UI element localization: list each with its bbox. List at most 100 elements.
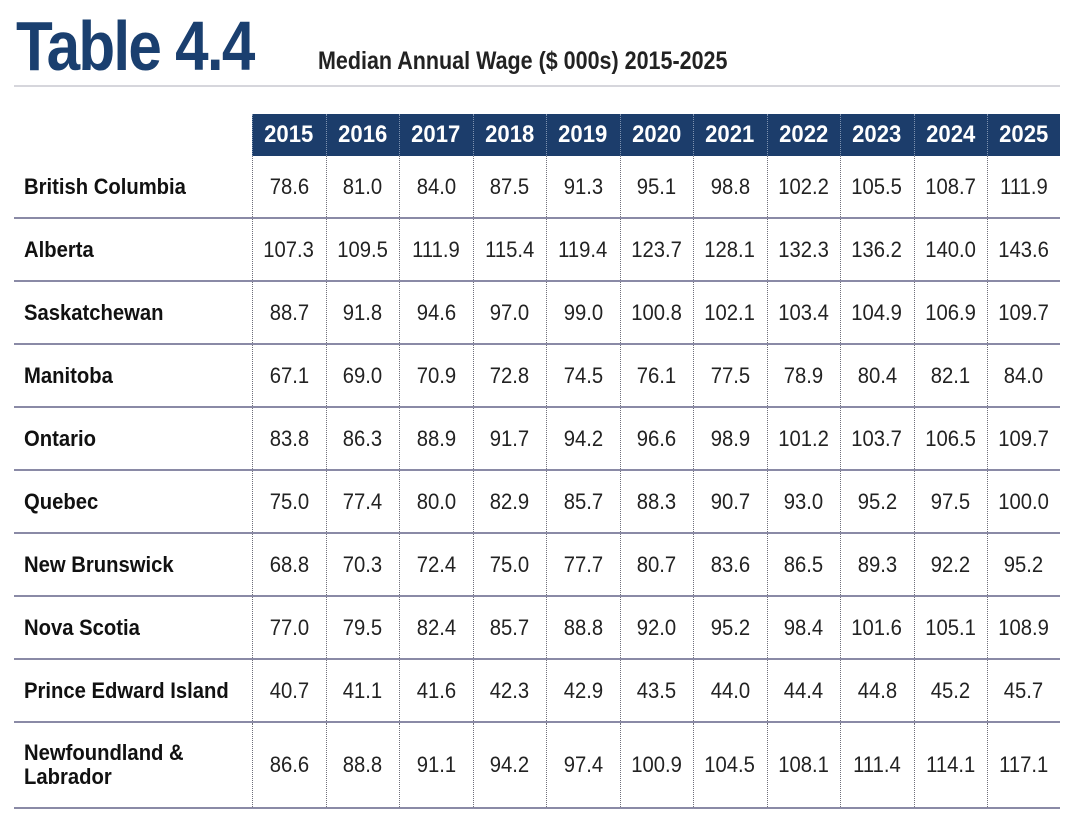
wage-value: 102.2 [778,173,829,199]
year-label: 2018 [484,121,535,148]
value-cell: 123.7 [619,218,693,282]
province-cell: Newfoundland & Labrador [14,722,252,809]
value-cell: 93.0 [766,470,840,534]
value-cell: 84.0 [398,156,473,219]
value-cell: 90.7 [692,470,767,534]
value-cell: 79.5 [325,596,399,660]
value-cell: 44.8 [839,659,914,723]
value-cell: 86.3 [325,407,399,471]
value-cell: 44.0 [692,659,767,723]
value-cell: 97.0 [472,281,546,345]
table-row: Manitoba 67.1 69.0 70.9 72.8 74.5 76.1 77.5 78.9… [14,344,1060,408]
wage-value: 85.7 [489,614,530,640]
wage-value: 74.5 [563,362,603,388]
wage-value: 100.9 [631,752,682,777]
wage-value: 77.5 [710,362,750,388]
wage-value: 80.4 [857,362,897,388]
province-cell: Manitoba [14,344,252,408]
value-cell: 95.2 [986,533,1060,597]
wage-value: 83.8 [269,425,309,451]
table-row: Newfoundland & Labrador 86.6 88.8 91.1 94.2 9… [14,722,1060,809]
year-label: 2015 [264,121,314,148]
year-header-cell: 2019 [545,114,620,156]
wage-value: 86.3 [342,425,383,451]
wage-value: 108.1 [778,752,829,777]
wage-value: 88.8 [342,752,383,777]
year-label: 2023 [852,121,902,148]
province-cell: British Columbia [14,156,252,219]
table-subtitle: Median Annual Wage ($ 000s) 2015-2025 [318,47,728,75]
wage-value: 95.2 [710,614,750,640]
wage-value: 91.8 [342,299,383,325]
value-cell: 45.7 [986,659,1060,723]
wage-value: 45.2 [930,677,971,703]
value-cell: 80.0 [398,470,473,534]
wage-value: 84.0 [416,173,456,199]
wage-value: 77.7 [563,551,603,577]
value-cell: 100.0 [986,470,1060,534]
value-cell: 69.0 [325,344,399,408]
value-cell: 106.9 [913,281,987,345]
table-row: Alberta 107.3 109.5 111.9 115.4 119.4 123.7 128… [14,218,1060,282]
wage-value: 103.4 [778,299,829,325]
wage-value: 128.1 [704,236,756,262]
table-header: Table 4.4 Median Annual Wage ($ 000s) 20… [14,6,1060,86]
wage-value: 82.1 [930,362,971,388]
value-cell: 88.8 [325,722,399,809]
wage-value: 44.4 [783,677,824,703]
year-label: 2022 [778,121,829,148]
wage-value: 72.4 [416,551,456,577]
table-row: Ontario 83.8 86.3 88.9 91.7 94.2 96.6 98.9 101.2… [14,407,1060,471]
value-cell: 70.9 [398,344,473,408]
wage-value: 115.4 [484,236,535,262]
table-row: British Columbia 78.6 81.0 84.0 87.5 91.3 95.1… [14,156,1060,219]
value-cell: 44.4 [766,659,840,723]
value-cell: 111.9 [986,156,1060,219]
wage-value: 41.6 [416,677,456,703]
value-cell: 105.5 [839,156,914,219]
value-cell: 86.6 [251,722,326,809]
value-cell: 41.1 [325,659,399,723]
wage-value: 100.0 [998,488,1050,514]
value-cell: 42.9 [545,659,620,723]
year-label: 2016 [337,121,388,148]
wage-value: 72.8 [489,362,530,388]
wage-value: 45.7 [1004,677,1044,703]
value-cell: 89.3 [839,533,914,597]
wage-value: 40.7 [269,677,309,703]
value-cell: 119.4 [545,218,620,282]
value-cell: 95.2 [839,470,914,534]
value-cell: 108.9 [986,596,1060,660]
value-cell: 132.3 [766,218,840,282]
wage-value: 114.1 [925,752,976,777]
wage-value: 103.7 [851,425,903,451]
value-cell: 88.3 [619,470,693,534]
value-cell: 103.7 [839,407,914,471]
wage-value: 91.3 [563,173,603,199]
wage-value: 95.2 [1004,551,1044,577]
value-cell: 92.0 [619,596,693,660]
wage-value: 94.6 [416,299,456,325]
value-cell: 82.4 [398,596,473,660]
value-cell: 84.0 [986,344,1060,408]
year-header-cell: 2020 [619,114,693,156]
value-cell: 117.1 [986,722,1060,809]
wage-value: 86.5 [783,551,824,577]
value-cell: 80.4 [839,344,914,408]
value-cell: 109.7 [986,281,1060,345]
wage-value: 79.5 [342,614,383,640]
wage-value: 105.5 [851,173,903,199]
value-cell: 85.7 [472,596,546,660]
province-name: Newfoundland & Labrador [24,740,184,789]
value-cell: 86.5 [766,533,840,597]
province-cell: New Brunswick [14,533,252,597]
value-cell: 100.9 [619,722,693,809]
value-cell: 45.2 [913,659,987,723]
value-cell: 97.4 [545,722,620,809]
value-cell: 83.8 [251,407,326,471]
province-name: Alberta [24,236,94,262]
wage-value: 101.2 [778,425,829,451]
wage-value: 88.7 [269,299,309,325]
table-row: Quebec 75.0 77.4 80.0 82.9 85.7 88.3 90.7 93.0 95… [14,470,1060,534]
value-cell: 111.9 [398,218,473,282]
